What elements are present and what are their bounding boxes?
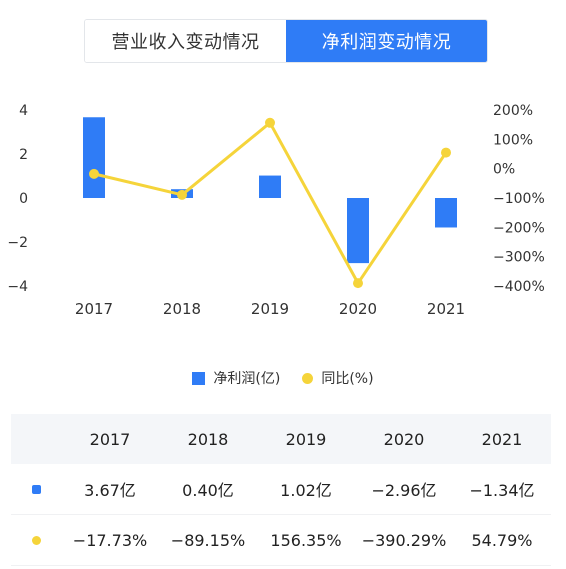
table-cell: 3.67亿: [84, 481, 136, 500]
bar-2019: [259, 175, 281, 198]
left-axis-tick-label: −4: [7, 279, 28, 295]
yoy-point-2020: [353, 278, 363, 289]
legend-item-net-profit[interactable]: 净利润(亿): [192, 368, 280, 388]
chart-legend: 净利润(亿) 同比(%): [0, 368, 566, 388]
legend-dot-swatch: [302, 372, 314, 384]
right-axis-tick-label: −400%: [493, 279, 545, 295]
x-axis-tick-label: 2019: [251, 300, 289, 318]
x-axis-tick-label: 2021: [427, 300, 465, 318]
table-cell: −390.29%: [361, 530, 447, 550]
bar-2021: [435, 198, 457, 228]
right-axis-tick-label: 200%: [493, 103, 533, 119]
table-header-row: 2017 2018 2019 2020 2021: [11, 414, 551, 464]
x-axis-tick-label: 2018: [163, 300, 201, 318]
yoy-line: [93, 121, 448, 285]
yoy-point-2017: [89, 168, 99, 179]
table-cell: 54.79%: [471, 530, 533, 550]
legend-bar-swatch: [192, 371, 206, 385]
table-cell: −1.34亿: [469, 481, 535, 500]
legend-label-net-profit: 净利润(亿): [213, 371, 281, 387]
tab-net-profit-change[interactable]: 净利润变动情况: [286, 20, 487, 62]
table-cell: −89.15%: [170, 530, 246, 550]
left-axis-tick-label: 0: [19, 191, 28, 207]
tab-bar: 营业收入变动情况 净利润变动情况: [84, 19, 488, 63]
table-row-yoy: −17.73% −89.15% 156.35% −390.29% 54.79%: [11, 515, 551, 566]
right-axis-tick-label: 100%: [493, 132, 533, 148]
legend-item-yoy[interactable]: 同比(%): [302, 368, 374, 388]
net-profit-chart: 4 2 0 −2 −4 200% 100% 0% −100% −200% −300% −400% 201…: [7, 103, 545, 318]
left-axis-tick-label: −2: [7, 235, 28, 251]
table-cell: −2.96亿: [371, 481, 437, 500]
table-header-cell: 2017: [89, 429, 131, 449]
yoy-point-2019: [265, 117, 275, 128]
table-header-cell: 2020: [383, 429, 425, 449]
table-cell: −17.73%: [72, 530, 148, 550]
bar-2020: [347, 198, 369, 264]
left-axis-tick-label: 2: [19, 147, 28, 163]
table-cell: 0.40亿: [182, 481, 234, 500]
data-table: 2017 2018 2019 2020 2021 3.67亿 0.40亿 1.0…: [11, 414, 551, 566]
table-row-net-profit: 3.67亿 0.40亿 1.02亿 −2.96亿 −1.34亿: [11, 464, 551, 515]
table-header-cell: 2019: [285, 429, 327, 449]
row-marker-bar: [31, 484, 41, 494]
legend-label-yoy: 同比(%): [321, 371, 374, 387]
right-axis-tick-label: −200%: [493, 220, 545, 236]
yoy-point-2021: [441, 147, 451, 158]
right-axis-tick-label: −300%: [493, 250, 545, 266]
right-axis-tick-label: −100%: [493, 191, 545, 207]
bar-2017: [83, 117, 105, 198]
yoy-point-2018: [177, 189, 187, 200]
row-marker-dot: [31, 535, 41, 545]
x-axis-tick-label: 2017: [75, 300, 113, 318]
tab-revenue-change[interactable]: 营业收入变动情况: [85, 20, 286, 62]
left-axis-tick-label: 4: [19, 103, 28, 119]
table-cell: 1.02亿: [280, 481, 332, 500]
table-header-cell: 2018: [187, 429, 229, 449]
table-cell: 156.35%: [270, 530, 342, 550]
x-axis-tick-label: 2020: [339, 300, 377, 318]
table-header-cell: 2021: [481, 429, 523, 449]
right-axis-tick-label: 0%: [493, 162, 515, 178]
